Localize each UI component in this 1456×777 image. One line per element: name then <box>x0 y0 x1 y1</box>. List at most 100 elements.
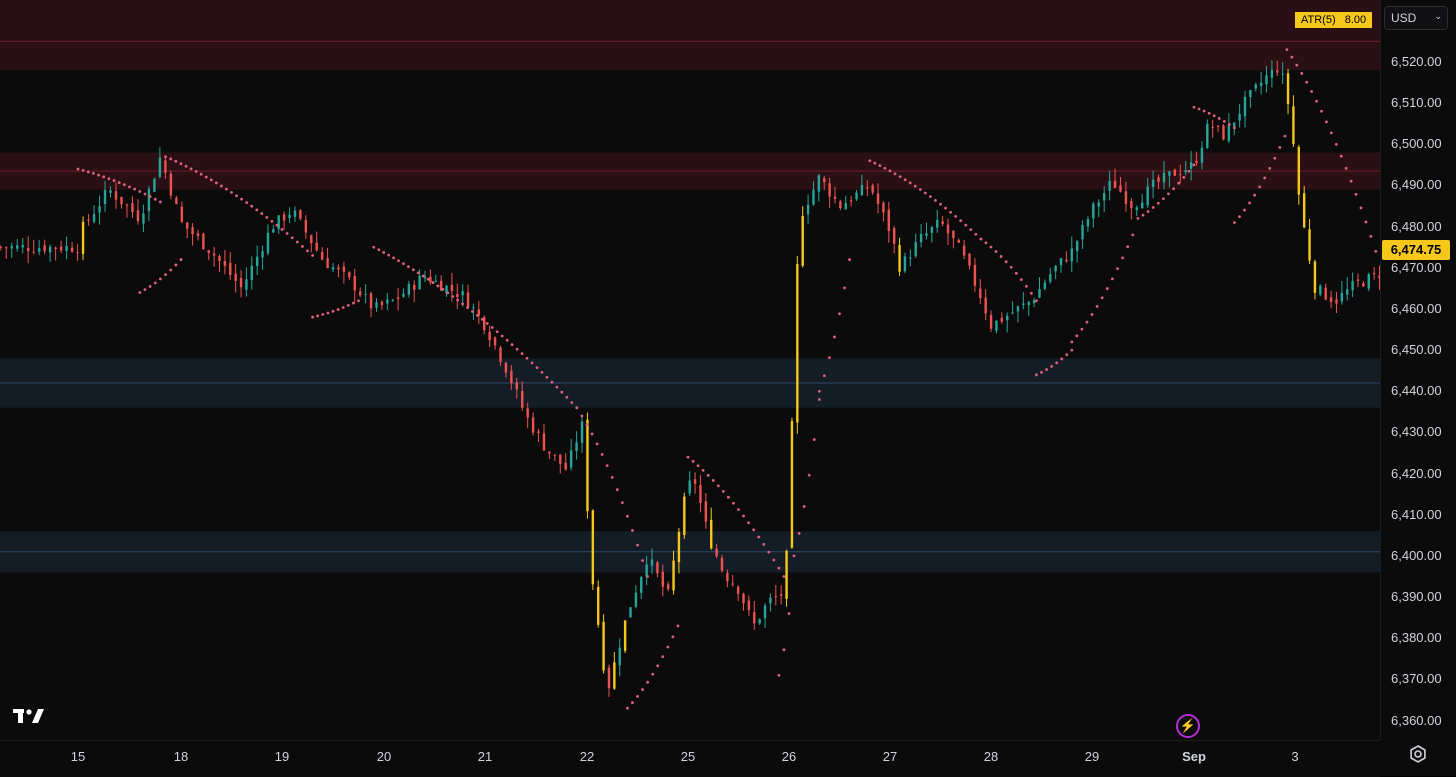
sar-dot <box>133 187 137 191</box>
candle <box>37 239 41 256</box>
candle <box>1335 291 1338 314</box>
sar-dot <box>610 475 614 479</box>
sar-dot <box>189 167 193 171</box>
candle <box>1049 267 1052 284</box>
candle <box>979 279 982 305</box>
candle <box>876 183 880 214</box>
candle <box>76 243 79 261</box>
tradingview-logo-icon[interactable] <box>12 706 46 726</box>
candle <box>1372 267 1376 280</box>
candle <box>747 595 751 617</box>
atr-indicator-badge[interactable]: ATR(5) 8.00 <box>1295 12 1373 28</box>
sar-dot <box>179 258 183 261</box>
sar-dot <box>934 198 937 202</box>
sar-dot <box>311 254 314 257</box>
candle <box>1038 277 1041 298</box>
candle <box>1022 292 1025 310</box>
sar-dot <box>595 442 599 446</box>
sar-dot <box>974 232 978 236</box>
candle <box>48 244 52 262</box>
candle <box>277 214 280 234</box>
candle <box>521 381 524 411</box>
candle <box>882 201 885 222</box>
sar-dot <box>1146 210 1150 213</box>
candle <box>715 544 718 559</box>
candle <box>477 301 481 325</box>
sar-dot <box>1207 111 1211 115</box>
candle <box>223 249 227 275</box>
candle <box>5 246 8 259</box>
sar-dot <box>1253 193 1256 197</box>
sar-dot <box>631 528 634 532</box>
candle <box>650 548 654 574</box>
sar-dot <box>326 311 330 315</box>
sar-dot <box>382 251 386 254</box>
time-axis[interactable]: 15 18 19 20 21 22 25 26 27 28 29 Sep 3 <box>0 740 1380 777</box>
sar-dot <box>1167 192 1170 196</box>
candle <box>1356 273 1360 288</box>
sar-dot <box>671 635 675 639</box>
candle <box>337 264 340 278</box>
candle <box>941 215 944 227</box>
candle <box>569 438 573 471</box>
candle <box>488 325 491 347</box>
sar-dot <box>426 277 430 281</box>
price-tick-label: 6,410.00 <box>1391 506 1442 522</box>
candle <box>903 252 907 274</box>
candle <box>806 194 810 224</box>
sar-dot <box>1197 107 1201 111</box>
sar-dot <box>352 301 355 305</box>
sar-dot <box>148 285 152 288</box>
resistance-zone[interactable] <box>0 0 1380 71</box>
candle <box>564 453 567 471</box>
candle <box>699 475 702 513</box>
last-price-label: 6,474.75 <box>1382 240 1450 260</box>
candle <box>114 182 118 209</box>
price-axis[interactable]: 6,520.00 6,510.00 6,500.00 6,490.00 6,480.00… <box>1380 0 1456 740</box>
candle <box>282 211 286 230</box>
sar-dot <box>1105 287 1109 290</box>
candle <box>445 284 448 297</box>
sar-dot <box>873 161 877 165</box>
candle <box>125 203 129 218</box>
sar-dot <box>301 245 304 248</box>
candle <box>575 431 578 460</box>
sar-dot <box>441 287 445 291</box>
candles-layer <box>0 60 1380 698</box>
sar-dot <box>174 159 178 163</box>
settings-gear-icon[interactable] <box>1408 744 1428 764</box>
plot-area[interactable] <box>0 0 1380 740</box>
candle <box>1146 178 1149 208</box>
sar-dot <box>620 501 624 505</box>
candle <box>1097 199 1100 218</box>
sar-dot <box>1334 142 1338 146</box>
candle <box>1119 177 1122 193</box>
candle <box>1086 216 1090 232</box>
sar-dot <box>737 508 740 511</box>
candle <box>1276 60 1279 77</box>
currency-selector[interactable]: USD ⌄ <box>1384 6 1448 30</box>
sar-dot <box>913 184 917 188</box>
candle <box>1173 168 1177 176</box>
sar-dot <box>711 479 715 482</box>
sar-dot <box>122 183 126 187</box>
sar-dot <box>1369 235 1373 238</box>
sar-dot <box>903 178 907 182</box>
sar-dot <box>1172 187 1175 191</box>
atr-indicator-value: 8.00 <box>1344 14 1367 26</box>
sar-dot <box>706 473 710 477</box>
candle <box>1227 113 1231 144</box>
sar-dot <box>92 172 95 175</box>
sar-dot <box>691 459 695 463</box>
flash-icon[interactable]: ⚡ <box>1176 714 1200 738</box>
sar-dot <box>631 701 634 704</box>
candle <box>380 300 384 310</box>
candle <box>245 267 248 297</box>
sar-dot <box>1192 163 1196 167</box>
candle <box>98 195 101 225</box>
sar-dot <box>480 317 484 321</box>
candle <box>218 254 221 273</box>
candle <box>1032 297 1036 308</box>
sar-dot <box>1050 364 1053 368</box>
